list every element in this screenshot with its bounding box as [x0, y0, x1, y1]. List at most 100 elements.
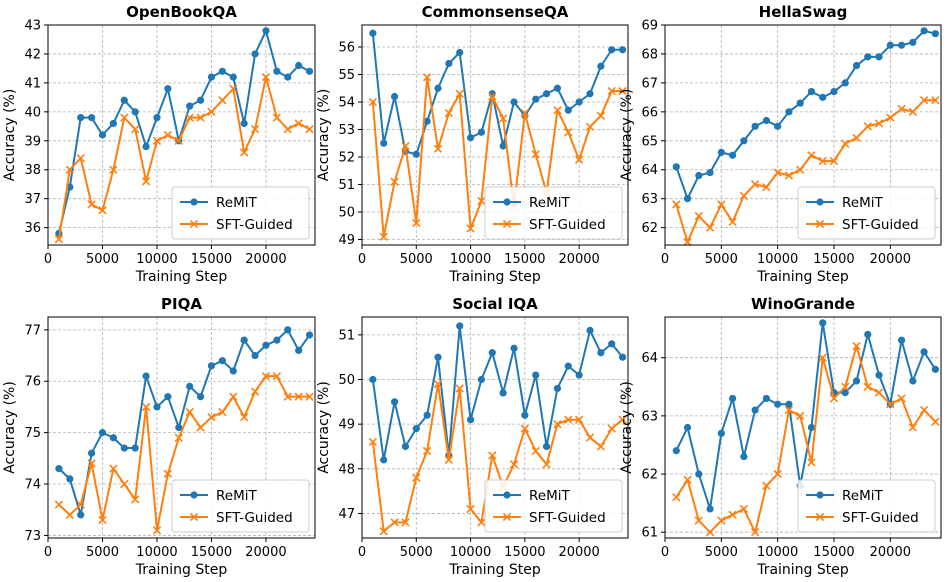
data-point-sft-guided — [784, 405, 794, 415]
data-point-remit — [305, 67, 314, 75]
data-point-sft-guided — [163, 130, 173, 140]
data-point-remit — [864, 330, 872, 339]
series-line-remit — [371, 324, 624, 461]
legend-box — [797, 479, 936, 533]
data-point-remit — [186, 102, 194, 110]
data-point-remit — [207, 362, 216, 370]
data-point-remit — [466, 416, 475, 424]
legend-marker — [503, 198, 511, 206]
x-axis-label: Training Step — [756, 562, 849, 578]
legend-marker — [815, 512, 825, 522]
data-point-sft-guided — [596, 111, 606, 120]
data-point-remit — [488, 349, 496, 357]
legend-box — [171, 479, 310, 533]
data-point-sft-guided — [87, 459, 96, 468]
data-point-sft-guided — [131, 125, 140, 134]
subplot-social-iqa: 0 5000 10000 15000 20000 47 48 49 50 51 Social IQA… — [316, 295, 629, 578]
y-tick-label: 76 — [24, 375, 41, 390]
legend: ReMiT SFT-Guided — [797, 479, 936, 533]
data-point-remit — [207, 73, 216, 81]
legend: ReMiT SFT-Guided — [171, 186, 310, 240]
data-point-remit — [920, 27, 928, 35]
data-point-sft-guided — [498, 114, 508, 123]
data-point-remit — [608, 46, 616, 54]
data-point-remit — [717, 429, 725, 437]
data-point-remit — [499, 142, 507, 150]
data-point-sft-guided — [433, 144, 443, 153]
legend-label: ReMiT — [216, 195, 257, 211]
axes-frame — [664, 316, 942, 539]
data-point-remit — [762, 116, 770, 125]
data-point-remit — [380, 139, 388, 147]
data-point-remit — [240, 119, 248, 128]
data-point-sft-guided — [466, 504, 475, 514]
data-point-remit — [380, 456, 388, 464]
data-point-remit — [751, 122, 759, 130]
data-point-sft-guided — [390, 177, 399, 186]
data-point-sft-guided — [218, 407, 227, 417]
data-point-sft-guided — [54, 235, 64, 244]
data-point-remit — [807, 423, 816, 432]
data-point-sft-guided — [65, 165, 74, 174]
y-tick-label: 51 — [338, 178, 355, 193]
data-point-sft-guided — [564, 128, 573, 137]
data-point-remit — [774, 400, 782, 408]
data-point-sft-guided — [185, 407, 194, 417]
data-point-sft-guided — [717, 200, 726, 209]
data-point-remit — [87, 114, 96, 122]
legend-box — [171, 186, 310, 240]
data-point-sft-guided — [618, 415, 627, 424]
data-point-sft-guided — [141, 177, 151, 186]
data-point-remit — [477, 375, 486, 384]
x-axis-label: Training Step — [448, 269, 541, 285]
x-tick-label: 15000 — [504, 545, 545, 560]
data-point-sft-guided — [908, 423, 918, 432]
data-point-remit — [273, 67, 281, 75]
data-point-sft-guided — [239, 148, 249, 157]
legend: ReMiT SFT-Guided — [484, 479, 623, 533]
y-tick-label: 77 — [24, 323, 41, 338]
data-point-remit — [618, 46, 627, 54]
data-point-remit — [807, 87, 816, 96]
y-tick-label: 37 — [24, 192, 41, 207]
legend-label: SFT-Guided — [529, 217, 606, 233]
data-point-sft-guided — [509, 460, 519, 469]
data-point-remit — [196, 96, 205, 104]
data-point-sft-guided — [120, 113, 129, 122]
data-point-remit — [369, 375, 377, 384]
data-point-sft-guided — [422, 446, 432, 456]
data-point-remit — [412, 150, 420, 158]
chart-title: PIQA — [161, 295, 202, 313]
x-tick-label: 5000 — [705, 545, 738, 560]
y-axis-label: Accuracy (%) — [2, 89, 18, 182]
data-point-sft-guided — [109, 464, 118, 473]
data-point-remit — [575, 371, 583, 379]
y-tick-label: 62 — [641, 468, 658, 483]
data-point-remit — [841, 79, 849, 87]
data-point-sft-guided — [401, 518, 410, 527]
data-point-sft-guided — [841, 382, 850, 391]
data-point-remit — [575, 98, 583, 106]
data-point-remit — [142, 142, 150, 151]
y-tick-label: 62 — [641, 221, 658, 236]
data-point-remit — [445, 59, 453, 68]
data-point-sft-guided — [433, 379, 443, 389]
data-point-sft-guided — [65, 510, 74, 520]
y-tick-label: 49 — [338, 233, 355, 248]
data-point-sft-guided — [596, 442, 606, 451]
y-tick-label: 53 — [338, 123, 355, 138]
x-tick-label: 20000 — [558, 545, 599, 560]
data-point-remit — [683, 423, 692, 432]
data-point-sft-guided — [455, 89, 464, 98]
data-point-sft-guided — [444, 108, 454, 118]
y-tick-label: 61 — [641, 526, 658, 541]
data-point-remit — [695, 171, 703, 180]
data-point-remit — [434, 84, 442, 92]
data-point-sft-guided — [488, 451, 497, 460]
axes-frame — [664, 24, 942, 246]
y-tick-label: 65 — [641, 134, 658, 149]
y-tick-label: 56 — [338, 41, 355, 56]
data-point-remit — [251, 50, 259, 58]
y-tick-label: 40 — [24, 105, 41, 120]
